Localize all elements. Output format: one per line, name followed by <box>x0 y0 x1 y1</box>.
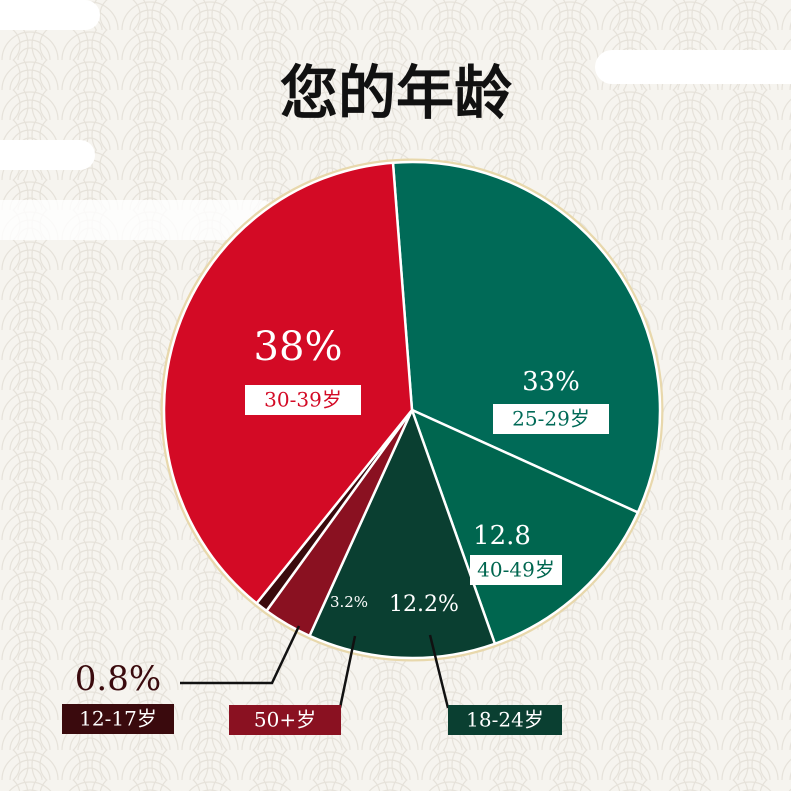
value-label: 3.2% <box>330 593 368 611</box>
pie-border <box>160 158 664 662</box>
category-label: 12-17岁 <box>79 707 157 731</box>
category-box <box>229 705 341 735</box>
leader-line <box>428 634 450 709</box>
leader-line <box>180 625 301 685</box>
value-label: 33% <box>522 367 580 397</box>
cloud <box>0 200 280 240</box>
value-label: 0.8% <box>75 659 161 699</box>
cloud <box>595 50 791 84</box>
value-label: 12.2% <box>389 592 459 617</box>
category-box <box>245 385 361 415</box>
cloud <box>0 0 100 30</box>
category-label: 18-24岁 <box>466 708 544 732</box>
category-box <box>493 404 609 434</box>
cloud <box>0 140 95 170</box>
pie-slice <box>410 408 640 645</box>
category-label: 50+岁 <box>254 708 316 732</box>
value-label: 12.8 <box>473 521 531 551</box>
value-label: 38% <box>254 324 343 370</box>
category-box <box>470 555 562 585</box>
category-label: 25-29岁 <box>512 407 590 431</box>
chart-title: 您的年龄 <box>280 59 512 127</box>
pie-slice <box>162 161 414 605</box>
pie-slice <box>308 408 497 660</box>
leader-line <box>338 635 357 709</box>
category-label: 40-49岁 <box>477 558 555 582</box>
category-box <box>448 705 562 735</box>
category-box <box>62 704 174 734</box>
category-label: 30-39岁 <box>264 388 342 412</box>
